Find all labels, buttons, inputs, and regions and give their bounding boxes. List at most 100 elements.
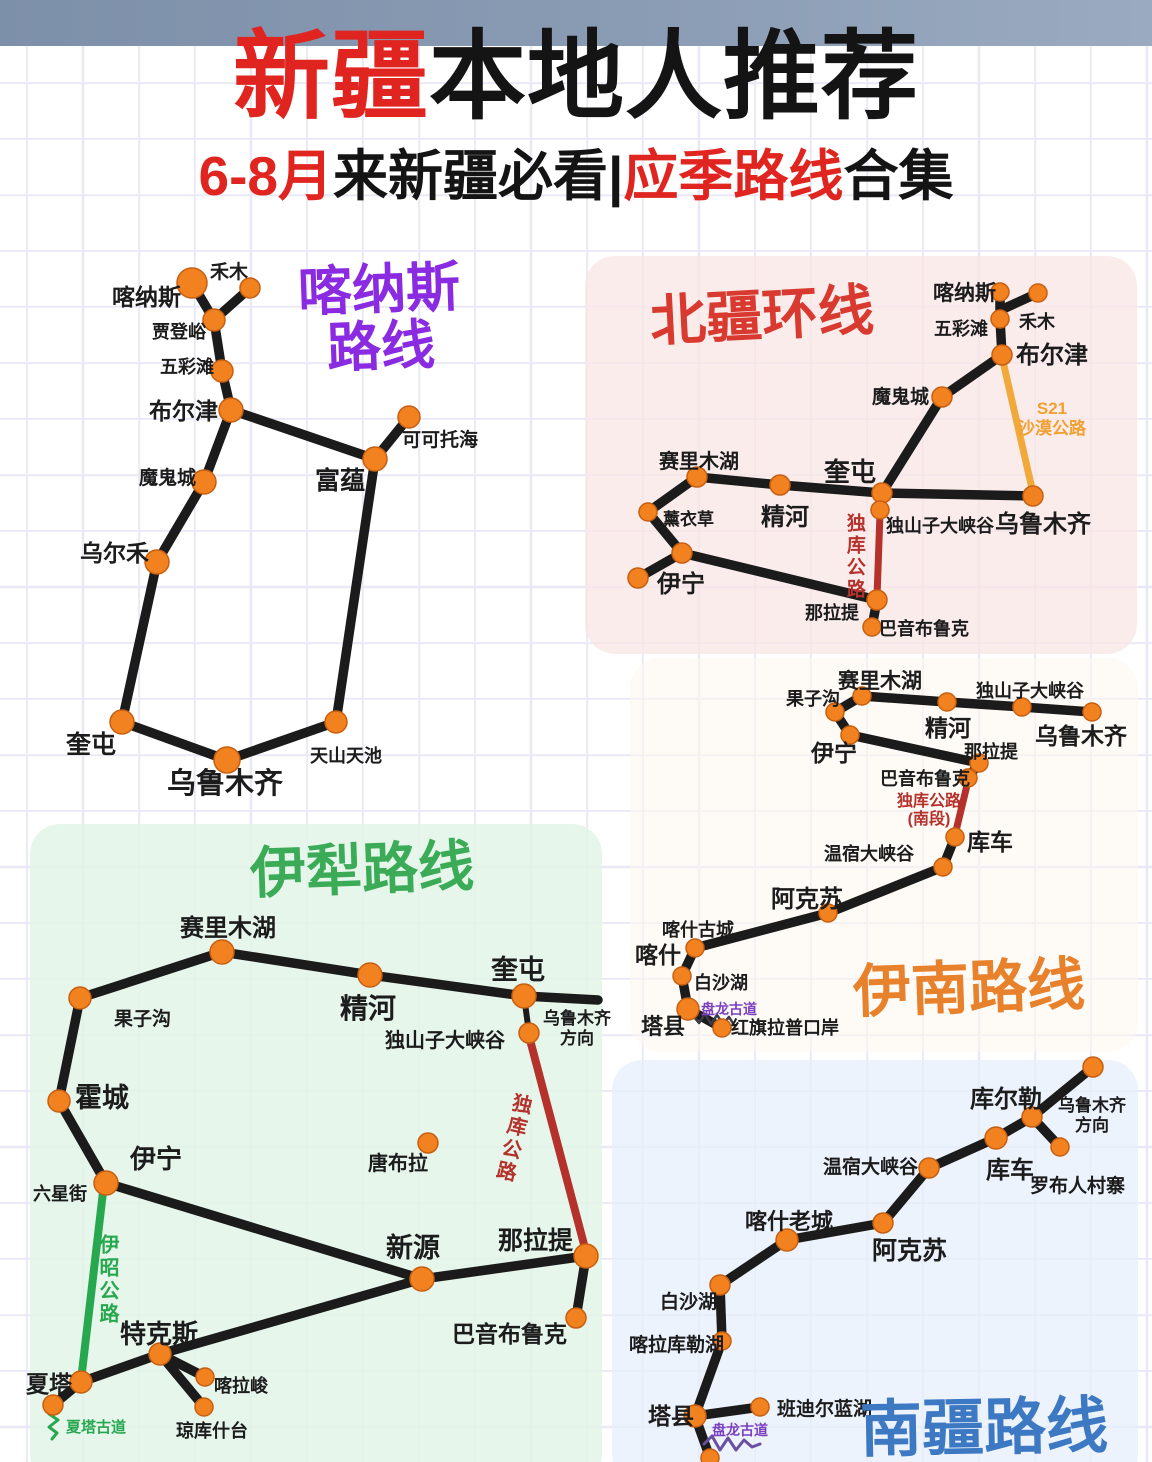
kanas-label: 乌鲁木齐 [167,768,284,800]
kanas-edge [222,717,341,765]
kanas-edge [117,557,162,727]
yinan-label: 巴音布鲁克 [880,769,970,789]
yinan-edge [690,908,833,953]
beijiang-edge [873,509,884,601]
nanjiang-stop-node [1050,1137,1070,1157]
yili-edge [155,1274,427,1359]
kanas-stop-node [144,549,170,575]
route-title-kanas: 喀纳斯 路线 [296,257,461,380]
nanjiang-stop-node [1082,1056,1104,1078]
kanas-stop-node [324,710,348,734]
yili-edge [417,1251,591,1284]
beijiang-edge [692,472,785,490]
yili-label: 独山子大峡谷 [385,1030,505,1052]
yili-label: 赛里木湖 [180,915,276,942]
beijiang-stop-node [769,474,791,496]
top-wall-strip [0,0,1152,46]
yili-label: 精河 [340,993,397,1024]
yili-label: 果子沟 [114,1009,172,1030]
panel-yili-bg [30,824,602,1462]
yili-label: 新源 [386,1233,440,1263]
yili-label: 喀拉峻 [214,1376,268,1396]
yili-stop-node [518,1022,540,1044]
yili-label: 六星街 [33,1184,87,1204]
yili-label: 巴音布鲁克 [452,1321,567,1347]
nanjiang-edge [924,1133,1001,1173]
beijiang-stop-node [627,567,649,589]
yinan-stop-node [969,753,989,773]
kanas-stop-node [362,446,388,472]
beijiang-stop-node [866,589,888,611]
beijiang-label: 奎屯 [824,457,877,487]
yili-edge [78,1188,107,1376]
kanas-edge [226,405,380,464]
yinan-edge [942,697,1027,712]
beijiang-label: 喀纳斯 [933,282,996,305]
beijiang-label: S21 沙漠公路 [1018,399,1086,438]
page-subtitle: 6-8月来新疆必看|应季路线合集 [0,146,1152,207]
yinan-label: 库车 [967,829,1013,855]
yinan-stop-node [945,827,965,847]
kanas-label: 五彩滩 [160,357,214,377]
beijiang-stop-node [1022,485,1044,507]
yili-edge [101,1178,427,1284]
yinan-stop-node [840,725,860,745]
yinan-stop-node [818,903,838,923]
nanjiang-stop-node [683,1404,707,1428]
yinan-label: 阿克苏 [771,886,843,913]
yili-stop-node [209,939,235,965]
beijiang-stop-node [862,617,882,637]
kanas-label: 天山天池 [310,746,382,766]
yinan-old-road-squiggle [692,1012,736,1027]
yili-stop-node [409,1266,435,1292]
nanjiang-label: 喀什老城 [745,1209,834,1234]
kanas-stop-node [191,469,217,495]
nanjiang-edge [715,1235,792,1290]
beijiang-edge [998,353,1037,497]
yinan-edge [951,777,972,839]
beijiang-edge [877,392,947,498]
beijiang-label: 魔鬼城 [872,387,930,408]
yili-label: 夏塔 [26,1371,72,1397]
kanas-label: 富蕴 [315,467,366,495]
route-title-beijiang: 北疆环线 [648,278,876,353]
yinan-stop-node [958,768,978,788]
yili-stop-node [68,986,92,1010]
yili-label: 伊昭公路 [96,1234,118,1326]
nanjiang-label: 喀拉库勒湖 [629,1335,725,1356]
kanas-label: 禾木 [210,262,249,283]
yinan-stop-node [852,686,872,706]
yinan-label: 红旗拉普口岸 [731,1018,839,1038]
beijiang-stop-node [686,466,708,488]
nanjiang-label: 温宿大峡谷 [823,1157,919,1178]
yili-stop-node [47,1089,71,1113]
kanas-stop-node [176,267,208,299]
panel-yinan-bg [630,658,1138,1052]
yinan-stop-node [1012,697,1032,717]
main-title-part-0: 新疆 [233,22,429,131]
yinan-label: 独库公路 (南段) [896,793,961,829]
nanjiang-label: 阿克苏 [872,1237,948,1265]
yili-stop-node [565,1307,587,1329]
yinan-stop-node [1082,702,1102,722]
yili-label: 那拉提 [498,1227,574,1255]
nanjiang-stop-node [700,1448,720,1462]
subtitle-part-3: 合集 [843,145,954,207]
beijiang-label: 赛里木湖 [659,451,739,473]
beijiang-label: 乌鲁木齐 [995,511,1091,538]
nanjiang-stop-node [709,1274,731,1296]
beijiang-edge [937,350,1007,402]
nanjiang-stop-node [775,1228,799,1252]
yinan-label: 伊宁 [811,740,857,766]
yili-label: 霍城 [75,1083,129,1113]
yili-stop-node [357,962,383,988]
beijiang-label: 禾木 [1019,312,1055,332]
beijiang-label: 独山子大峡谷 [886,516,994,536]
yili-stop-node [69,1370,93,1394]
yili-stop-node [93,1170,119,1196]
yili-edge [525,1032,590,1256]
yinan-edge [823,862,948,918]
yili-stop-node [148,1342,172,1366]
yili-edge [75,947,227,1003]
yinan-label: 精河 [925,715,971,741]
